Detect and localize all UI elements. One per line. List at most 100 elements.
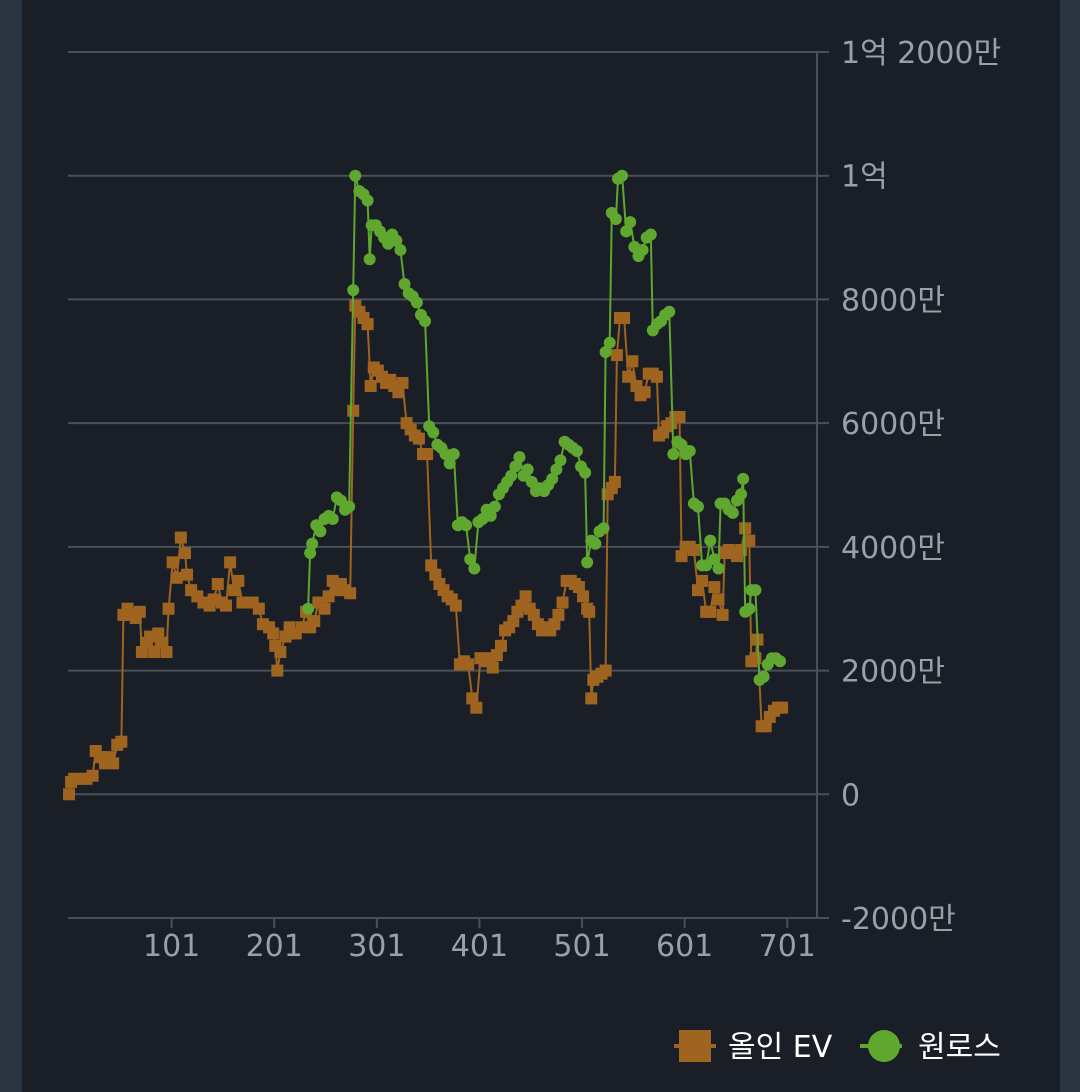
legend-square-marker — [679, 1030, 711, 1062]
data-point — [581, 556, 594, 569]
data-point — [462, 658, 475, 671]
data-point — [618, 311, 631, 324]
data-point — [160, 646, 173, 659]
data-point — [178, 547, 191, 560]
data-point — [271, 664, 284, 677]
data-point — [579, 466, 592, 479]
data-point — [550, 463, 563, 476]
y-tick-label: 2000만 — [841, 655, 945, 690]
data-point — [347, 284, 360, 297]
data-point — [716, 608, 729, 621]
data-point — [347, 404, 360, 417]
data-point — [774, 655, 787, 668]
axes: -2000만 0 2000만 4000만 6000만 8000만 1억 1억 2000만 101… — [143, 36, 1001, 964]
y-tick-label: 1억 2000만 — [841, 36, 1001, 71]
x-tick-label: 101 — [143, 929, 200, 964]
data-point — [470, 701, 483, 714]
grid-lines — [68, 51, 829, 919]
data-point — [302, 602, 315, 615]
data-point — [735, 488, 748, 501]
legend[interactable]: 올인 EV 원로스 — [674, 1030, 1001, 1065]
data-point — [667, 448, 680, 461]
data-point — [490, 649, 503, 662]
data-point — [170, 571, 183, 584]
legend-label: 올인 EV — [728, 1030, 833, 1065]
data-point — [556, 596, 569, 609]
data-point — [363, 253, 376, 266]
x-tick-label: 401 — [451, 929, 508, 964]
data-point — [86, 769, 99, 782]
data-point — [759, 720, 772, 733]
data-point — [572, 581, 585, 594]
data-point — [425, 559, 438, 572]
series-line — [307, 173, 781, 682]
data-point — [228, 584, 241, 597]
legend-item[interactable]: 원로스 — [860, 1030, 1001, 1065]
data-point — [334, 494, 347, 507]
data-point — [394, 243, 407, 256]
data-point — [577, 590, 590, 603]
data-point — [608, 475, 621, 488]
data-point — [344, 587, 357, 600]
data-point — [570, 444, 583, 457]
data-point — [776, 701, 789, 714]
data-point — [726, 506, 739, 519]
y-tick-label: -2000만 — [841, 902, 956, 937]
series-1 — [63, 299, 789, 801]
data-point — [211, 577, 224, 590]
data-point — [507, 615, 520, 628]
data-point — [279, 630, 292, 643]
legend-label: 원로스 — [918, 1030, 1001, 1065]
data-point — [274, 646, 287, 659]
data-point — [232, 574, 245, 587]
data-point — [468, 562, 481, 575]
data-point — [464, 553, 477, 566]
data-point — [439, 448, 452, 461]
data-point — [115, 735, 128, 748]
data-point — [162, 602, 175, 615]
y-tick-label: 4000만 — [841, 531, 945, 566]
data-point — [220, 599, 233, 612]
data-point — [398, 277, 411, 290]
data-point — [583, 605, 596, 618]
data-point — [597, 522, 610, 535]
data-point — [429, 568, 442, 581]
data-point — [743, 534, 756, 547]
data-point — [663, 305, 676, 318]
data-point — [691, 584, 704, 597]
legend-item[interactable]: 올인 EV — [674, 1030, 833, 1065]
data-point — [712, 562, 725, 575]
data-point — [589, 537, 602, 550]
data-point — [156, 636, 169, 649]
data-point — [687, 543, 700, 556]
data-point — [396, 376, 409, 389]
y-tick-label: 1억 — [841, 160, 888, 195]
data-point — [304, 547, 317, 560]
data-point — [708, 581, 721, 594]
data-point — [121, 602, 134, 615]
data-point — [638, 386, 651, 399]
legend-circle-marker — [868, 1030, 900, 1062]
data-point — [554, 454, 567, 467]
chart-panel: -2000만 0 2000만 4000만 6000만 8000만 1억 1억 2000만 101… — [22, 0, 1060, 1092]
data-point — [412, 432, 425, 445]
data-point — [704, 534, 717, 547]
data-point — [683, 444, 696, 457]
data-point — [673, 410, 686, 423]
data-point — [267, 627, 280, 640]
data-point — [449, 599, 462, 612]
data-point — [525, 475, 538, 488]
data-point — [519, 590, 532, 603]
data-point — [152, 627, 165, 640]
data-point — [174, 531, 187, 544]
data-point — [392, 386, 405, 399]
data-point — [739, 522, 752, 535]
data-point — [616, 169, 629, 182]
data-point — [252, 602, 265, 615]
data-point — [361, 318, 374, 331]
data-point — [527, 608, 540, 621]
data-point — [306, 537, 319, 550]
data-point — [700, 559, 713, 572]
data-point — [314, 525, 327, 538]
series-layer — [63, 169, 789, 801]
